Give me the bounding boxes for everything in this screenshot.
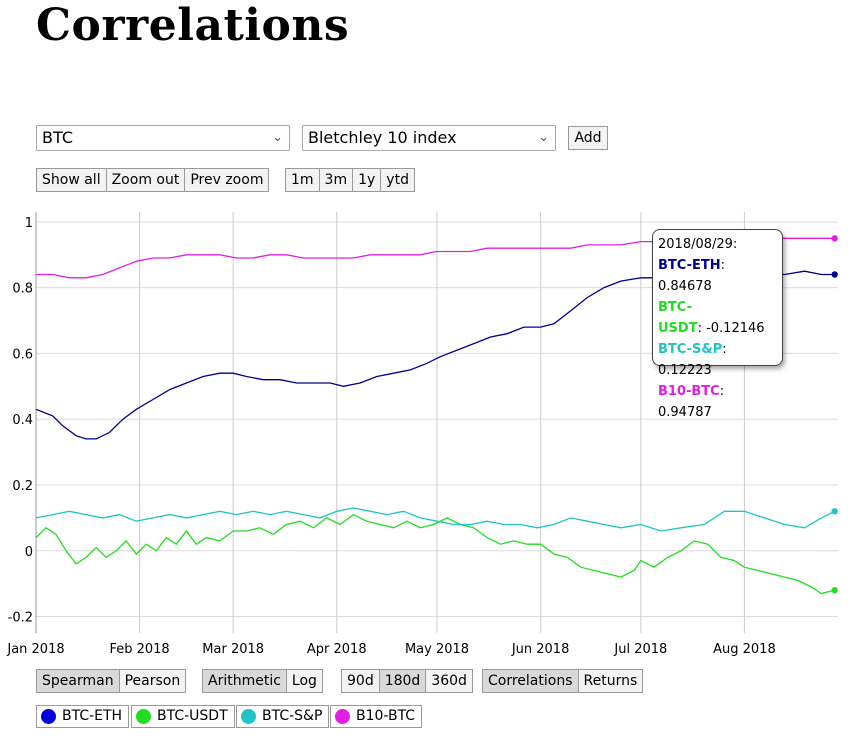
series-endpoint bbox=[831, 235, 838, 242]
window-90d-button[interactable]: 90d bbox=[341, 669, 379, 693]
page-title: Correlations bbox=[36, 0, 350, 51]
tooltip-row-btc-eth: BTC-ETH: 0.84678 bbox=[658, 255, 777, 297]
prev-zoom-button[interactable]: Prev zoom bbox=[184, 168, 270, 192]
circle-icon bbox=[335, 709, 350, 724]
series-endpoint bbox=[831, 587, 838, 594]
y-tick-label: 0.2 bbox=[12, 479, 33, 494]
scale-controls: Arithmetic Log bbox=[202, 669, 323, 693]
spearman-button[interactable]: Spearman bbox=[36, 669, 119, 693]
x-tick-label: Jan 2018 bbox=[6, 642, 64, 657]
range-3m-button[interactable]: 3m bbox=[318, 168, 353, 192]
range-1y-button[interactable]: 1y bbox=[352, 168, 381, 192]
tooltip-label: B10-BTC bbox=[658, 384, 720, 399]
series-endpoint bbox=[831, 271, 838, 278]
pearson-button[interactable]: Pearson bbox=[118, 669, 187, 693]
range-controls: 1m 3m 1y ytd bbox=[285, 168, 415, 192]
asset-b-select[interactable]: Bletchley 10 index ⌄ bbox=[302, 125, 556, 151]
show-all-button[interactable]: Show all bbox=[36, 168, 106, 192]
x-tick-label: Apr 2018 bbox=[307, 642, 367, 657]
legend-label: BTC-ETH bbox=[62, 708, 123, 724]
tooltip-label: BTC-S&P bbox=[658, 342, 723, 357]
range-ytd-button[interactable]: ytd bbox=[380, 168, 415, 192]
circle-icon bbox=[136, 709, 151, 724]
legend-item-b10-btc[interactable]: B10-BTC bbox=[330, 705, 423, 728]
window-180d-button[interactable]: 180d bbox=[378, 669, 426, 693]
series-line-btc-usdt bbox=[35, 513, 835, 595]
tooltip-row-btc-usdt-b: USDT: -0.12146 bbox=[658, 318, 777, 339]
tooltip-label: USDT bbox=[658, 321, 698, 336]
x-tick-label: Mar 2018 bbox=[202, 642, 264, 657]
returns-button[interactable]: Returns bbox=[577, 669, 644, 693]
legend-label: BTC-USDT bbox=[157, 708, 228, 724]
legend-item-btc-eth[interactable]: BTC-ETH bbox=[36, 705, 130, 728]
x-tick-label: Jun 2018 bbox=[511, 642, 570, 657]
tooltip-value: : 0.12223 bbox=[658, 342, 727, 378]
tooltip-value: : 0.84678 bbox=[658, 258, 726, 294]
y-tick-label: 1 bbox=[25, 216, 33, 231]
x-tick-label: May 2018 bbox=[405, 642, 469, 657]
x-tick-label: Feb 2018 bbox=[109, 642, 169, 657]
series-endpoint bbox=[831, 508, 838, 515]
chevron-down-icon: ⌄ bbox=[272, 130, 283, 145]
circle-icon bbox=[41, 709, 56, 724]
tooltip-row-b10-btc: B10-BTC: 0.94787 bbox=[658, 381, 777, 423]
tooltip-date: 2018/08/29: bbox=[658, 237, 738, 252]
series-line-btc-s-p bbox=[35, 507, 835, 532]
x-tick-label: Aug 2018 bbox=[713, 642, 776, 657]
asset-a-value: BTC bbox=[42, 128, 73, 147]
tooltip-value: : 0.94787 bbox=[658, 384, 725, 420]
legend-item-btc-sp[interactable]: BTC-S&P bbox=[236, 705, 330, 728]
chart-tooltip: 2018/08/29: BTC-ETH: 0.84678 BTC- USDT: … bbox=[652, 229, 783, 420]
y-tick-label: 0 bbox=[25, 545, 33, 560]
range-1m-button[interactable]: 1m bbox=[285, 168, 319, 192]
tooltip-row-btc-sp: BTC-S&P: 0.12223 bbox=[658, 339, 777, 381]
tooltip-label: BTC-ETH bbox=[658, 258, 721, 273]
y-tick-label: 0.4 bbox=[12, 413, 33, 428]
zoom-controls: Show all Zoom out Prev zoom bbox=[36, 168, 270, 192]
y-tick-label: 0.8 bbox=[12, 282, 33, 297]
zoom-out-button[interactable]: Zoom out bbox=[105, 168, 185, 192]
legend-label: B10-BTC bbox=[356, 708, 416, 724]
method-controls: Spearman Pearson bbox=[36, 669, 187, 693]
y-tick-label: 0.6 bbox=[12, 347, 33, 362]
mode-controls: Correlations Returns bbox=[482, 669, 644, 693]
window-360d-button[interactable]: 360d bbox=[425, 669, 473, 693]
correlations-button[interactable]: Correlations bbox=[482, 669, 578, 693]
y-tick-label: -0.2 bbox=[8, 611, 33, 626]
circle-icon bbox=[241, 709, 256, 724]
arithmetic-button[interactable]: Arithmetic bbox=[202, 669, 286, 693]
asset-b-value: Bletchley 10 index bbox=[308, 128, 457, 147]
chevron-down-icon: ⌄ bbox=[538, 130, 549, 145]
tooltip-label: BTC- bbox=[658, 300, 693, 315]
legend-label: BTC-S&P bbox=[262, 708, 323, 724]
add-button[interactable]: Add bbox=[568, 126, 608, 150]
legend-item-btc-usdt[interactable]: BTC-USDT bbox=[131, 705, 235, 728]
tooltip-value: : -0.12146 bbox=[697, 321, 765, 336]
x-tick-label: Jul 2018 bbox=[613, 642, 667, 657]
log-button[interactable]: Log bbox=[285, 669, 323, 693]
tooltip-row-btc-usdt-a: BTC- bbox=[658, 297, 777, 318]
window-controls: 90d 180d 360d bbox=[341, 669, 473, 693]
asset-a-select[interactable]: BTC ⌄ bbox=[36, 125, 290, 151]
